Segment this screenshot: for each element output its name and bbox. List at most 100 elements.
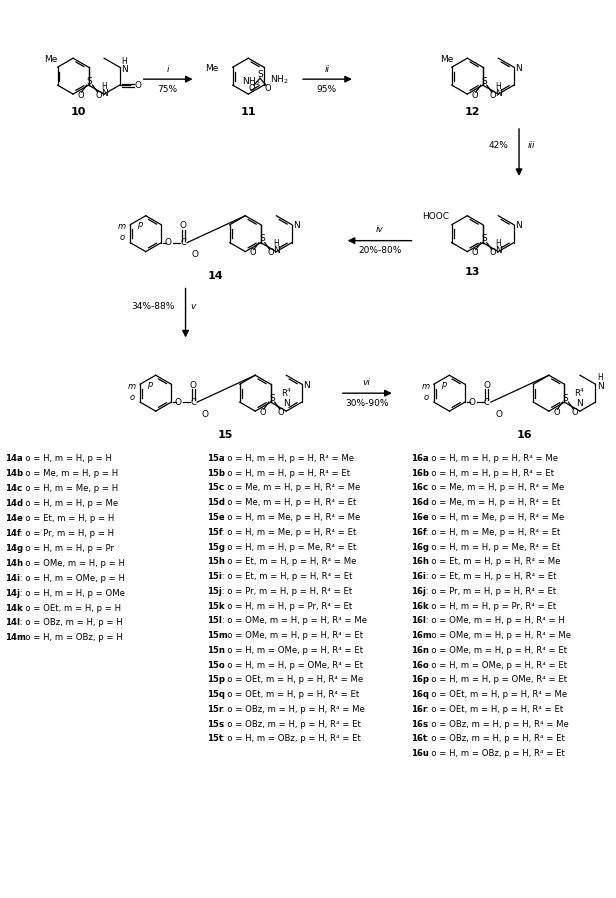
- Text: : o = Me, m = H, p = H: : o = Me, m = H, p = H: [17, 469, 118, 478]
- Text: 15j: 15j: [208, 586, 222, 595]
- Text: : o = H, m = OBz, p = H, R⁴ = Et: : o = H, m = OBz, p = H, R⁴ = Et: [219, 735, 360, 744]
- Text: : o = H, m = H, p = Pr, R⁴ = Et: : o = H, m = H, p = Pr, R⁴ = Et: [219, 602, 352, 611]
- Text: p: p: [440, 380, 446, 389]
- Text: O: O: [249, 84, 256, 92]
- Text: N: N: [101, 89, 107, 98]
- Text: 16n: 16n: [411, 646, 429, 655]
- Text: O: O: [484, 381, 490, 390]
- Text: 15d: 15d: [208, 498, 225, 507]
- Text: ii: ii: [325, 65, 330, 74]
- Text: 16m: 16m: [411, 631, 432, 640]
- Text: : o = OEt, m = H, p = H, R⁴ = Et: : o = OEt, m = H, p = H, R⁴ = Et: [423, 705, 563, 714]
- Text: 16c: 16c: [411, 483, 428, 492]
- Text: 15k: 15k: [208, 602, 225, 611]
- Text: Me: Me: [206, 64, 219, 73]
- Text: 12: 12: [464, 107, 480, 117]
- Text: : o = H, m = Me, p = H, R⁴ = Me: : o = H, m = Me, p = H, R⁴ = Me: [219, 513, 360, 522]
- Text: m: m: [422, 382, 430, 391]
- Text: 15m: 15m: [208, 631, 228, 640]
- Text: o: o: [129, 392, 135, 401]
- Text: 14d: 14d: [6, 499, 23, 508]
- Text: O: O: [201, 409, 209, 418]
- Text: p: p: [137, 220, 142, 229]
- Text: : o = H, m = OMe, p = H, R⁴ = Et: : o = H, m = OMe, p = H, R⁴ = Et: [423, 661, 567, 670]
- Text: 42%: 42%: [488, 142, 508, 151]
- Text: 15c: 15c: [208, 483, 224, 492]
- Text: : o = Et, m = H, p = H, R⁴ = Et: : o = Et, m = H, p = H, R⁴ = Et: [219, 572, 352, 581]
- Text: : o = OMe, m = H, p = H, R⁴ = H: : o = OMe, m = H, p = H, R⁴ = H: [423, 616, 565, 625]
- Text: : o = H, m = H, p = H, R⁴ = Me: : o = H, m = H, p = H, R⁴ = Me: [423, 454, 558, 463]
- Text: : o = Me, m = H, p = H, R⁴ = Et: : o = Me, m = H, p = H, R⁴ = Et: [423, 498, 560, 507]
- Text: : o = OBz, m = H, p = H, R⁴ = Me: : o = OBz, m = H, p = H, R⁴ = Me: [219, 705, 365, 714]
- Text: : o = Et, m = H, p = H, R⁴ = Et: : o = Et, m = H, p = H, R⁴ = Et: [423, 572, 556, 581]
- Text: : o = H, m = OMe, p = H, R⁴ = Et: : o = H, m = OMe, p = H, R⁴ = Et: [219, 646, 363, 655]
- Text: : o = H, m = H, p = OMe, R⁴ = Et: : o = H, m = H, p = OMe, R⁴ = Et: [219, 661, 363, 670]
- Text: N: N: [516, 64, 522, 73]
- Text: O: O: [95, 91, 102, 100]
- Text: O: O: [471, 248, 478, 257]
- Text: O: O: [164, 238, 172, 247]
- Text: 15: 15: [217, 430, 233, 440]
- Text: 16b: 16b: [411, 469, 429, 478]
- Text: 15i: 15i: [208, 572, 222, 581]
- Text: : o = H, m = OBz, p = H, R⁴ = Et: : o = H, m = OBz, p = H, R⁴ = Et: [423, 749, 565, 758]
- Text: p: p: [147, 380, 152, 389]
- Text: : o = Me, m = H, p = H, R⁴ = Me: : o = Me, m = H, p = H, R⁴ = Me: [219, 483, 360, 492]
- Text: 14: 14: [208, 270, 223, 280]
- Text: NH$_2$: NH$_2$: [270, 74, 289, 86]
- Text: N: N: [495, 246, 501, 255]
- Text: 14i: 14i: [6, 574, 20, 583]
- Text: 14e: 14e: [6, 514, 23, 523]
- Text: 14a: 14a: [6, 454, 23, 463]
- Text: 14j: 14j: [6, 588, 20, 597]
- Text: : o = OBz, m = H, p = H, R⁴ = Et: : o = OBz, m = H, p = H, R⁴ = Et: [423, 735, 565, 744]
- Text: N: N: [577, 399, 583, 408]
- Text: : o = H, m = H, p = H: : o = H, m = H, p = H: [17, 454, 111, 463]
- Text: O: O: [490, 91, 496, 100]
- Text: 15a: 15a: [208, 454, 225, 463]
- Text: H: H: [495, 239, 501, 248]
- Text: : o = OBz, m = H, p = H: : o = OBz, m = H, p = H: [17, 619, 123, 628]
- Text: 14m: 14m: [6, 633, 26, 642]
- Text: : o = H, m = H, p = H, R⁴ = Et: : o = H, m = H, p = H, R⁴ = Et: [219, 469, 350, 478]
- Text: 15s: 15s: [208, 719, 224, 728]
- Text: 16e: 16e: [411, 513, 429, 522]
- Text: 15g: 15g: [208, 542, 225, 551]
- Text: Me: Me: [440, 55, 453, 64]
- Text: : o = OMe, m = H, p = H: : o = OMe, m = H, p = H: [17, 559, 124, 568]
- Text: : o = H, m = Me, p = H, R⁴ = Me: : o = H, m = Me, p = H, R⁴ = Me: [423, 513, 564, 522]
- Text: N: N: [283, 399, 290, 408]
- Text: O: O: [190, 381, 197, 390]
- Text: : o = Me, m = H, p = H, R⁴ = Et: : o = Me, m = H, p = H, R⁴ = Et: [219, 498, 356, 507]
- Text: S: S: [269, 393, 275, 402]
- Text: : o = Et, m = H, p = H, R⁴ = Me: : o = Et, m = H, p = H, R⁴ = Me: [219, 558, 356, 567]
- Text: 16j: 16j: [411, 586, 426, 595]
- Text: 34%-88%: 34%-88%: [131, 302, 174, 311]
- Text: N: N: [597, 382, 604, 391]
- Text: S: S: [257, 70, 263, 79]
- Text: 30%-90%: 30%-90%: [345, 399, 389, 408]
- Text: : o = Et, m = H, p = H, R⁴ = Me: : o = Et, m = H, p = H, R⁴ = Me: [423, 558, 560, 567]
- Text: 15t: 15t: [208, 735, 224, 744]
- Text: 16p: 16p: [411, 675, 429, 684]
- Text: Me: Me: [44, 55, 57, 64]
- Text: 11: 11: [240, 107, 256, 117]
- Text: O: O: [192, 251, 198, 260]
- Text: 20%-80%: 20%-80%: [358, 246, 402, 255]
- Text: S: S: [562, 393, 569, 402]
- Text: : o = H, m = Me, p = H, R⁴ = Et: : o = H, m = Me, p = H, R⁴ = Et: [423, 528, 560, 537]
- Text: 16q: 16q: [411, 690, 429, 699]
- Text: 14b: 14b: [6, 469, 23, 478]
- Text: 14k: 14k: [6, 603, 23, 612]
- Text: : o = H, m = H, p = OMe: : o = H, m = H, p = OMe: [17, 588, 124, 597]
- Text: iv: iv: [376, 225, 384, 234]
- Text: 16d: 16d: [411, 498, 429, 507]
- Text: : o = H, m = Me, p = H: : o = H, m = Me, p = H: [17, 484, 118, 493]
- Text: i: i: [166, 65, 169, 74]
- Text: O: O: [468, 398, 476, 407]
- Text: O: O: [259, 408, 266, 417]
- Text: : o = H, m = H, p = Pr, R⁴ = Et: : o = H, m = H, p = Pr, R⁴ = Et: [423, 602, 556, 611]
- Text: 15e: 15e: [208, 513, 225, 522]
- Text: 14h: 14h: [6, 559, 23, 568]
- Text: 15n: 15n: [208, 646, 225, 655]
